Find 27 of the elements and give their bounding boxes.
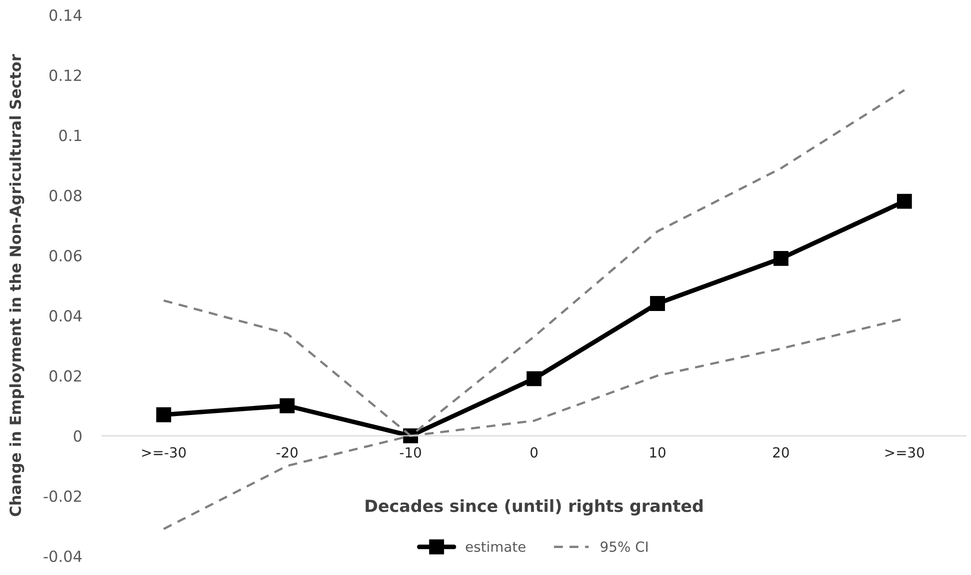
y-axis-title: Change in Employment in the Non-Agricultural Sector [9,54,24,516]
y-tick-label: 0.04 [50,310,82,322]
x-tick-label: 10 [650,447,666,458]
legend-label: estimate [466,541,526,552]
x-tick-label: >=30 [885,447,924,458]
x-tick-label: 0 [530,447,538,458]
y-tick-label: 0.02 [50,370,81,382]
x-tick-label: >=-30 [142,447,186,458]
y-tick-label: 0.14 [50,9,82,21]
point [650,296,665,311]
y-tick-label: 0.12 [50,70,81,82]
y-tick-label: 0 [74,430,82,442]
y-tick-label: 0.06 [50,250,82,262]
y-tick-label: -0.02 [44,490,81,502]
x-tick-label: -10 [400,447,422,458]
x-axis-title: Decades since (until) rights granted [366,499,703,516]
x-tick-label: 20 [773,447,789,458]
point [773,250,788,266]
point [896,194,912,209]
point [280,398,295,414]
y-tick-label: 0.1 [59,130,82,142]
legend-label: 95% CI [600,541,648,552]
x-tick-label: -20 [276,447,298,458]
point [156,407,172,422]
y-tick-label: 0.08 [50,190,82,202]
point [526,371,542,386]
y-tick-label: -0.04 [44,550,82,562]
